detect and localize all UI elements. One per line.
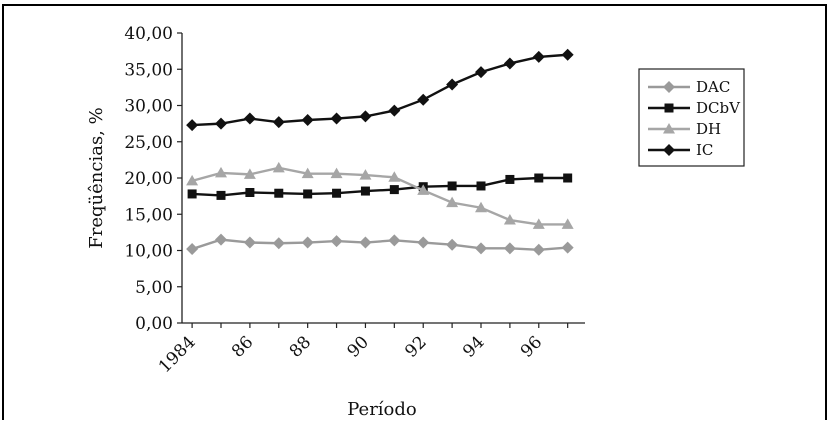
y-tick-label: 0,00 bbox=[135, 314, 173, 334]
data-point-dac bbox=[301, 236, 314, 249]
legend-swatch-marker bbox=[663, 81, 675, 93]
data-point-dac bbox=[561, 241, 574, 254]
series-dh bbox=[186, 161, 574, 229]
data-point-dh bbox=[330, 167, 343, 179]
data-point-dac bbox=[532, 243, 545, 256]
x-tick-label: 94 bbox=[459, 332, 488, 361]
y-tick-label: 15,00 bbox=[124, 205, 173, 225]
data-point-ic bbox=[561, 48, 574, 61]
legend-swatch-marker bbox=[663, 144, 675, 156]
y-tick-label: 30,00 bbox=[124, 97, 173, 117]
y-tick-label: 35,00 bbox=[124, 60, 173, 80]
data-point-ic bbox=[359, 110, 372, 123]
data-point-dcbv bbox=[505, 174, 515, 184]
data-point-dac bbox=[446, 238, 459, 251]
data-point-dac bbox=[503, 242, 516, 255]
x-tick-label: 96 bbox=[517, 332, 546, 361]
data-point-dcbv bbox=[332, 188, 342, 198]
series-dcbv bbox=[187, 173, 573, 200]
y-axis-title: Freqüências, % bbox=[86, 107, 107, 248]
series-layer bbox=[186, 48, 574, 256]
data-point-dcbv bbox=[187, 189, 197, 199]
data-point-ic bbox=[388, 104, 401, 117]
data-point-dcbv bbox=[389, 185, 399, 195]
legend-item-ic: IC bbox=[648, 141, 713, 159]
series-dac bbox=[186, 233, 574, 256]
series-line-dcbv bbox=[192, 176, 568, 197]
data-point-ic bbox=[301, 114, 314, 126]
data-point-ic bbox=[243, 112, 256, 125]
data-point-dac bbox=[215, 233, 227, 246]
data-point-dac bbox=[330, 235, 343, 248]
data-point-ic bbox=[272, 116, 285, 129]
y-axis-ticks: 0,00 5,00 10,00 15,00 20,00 25,00 30,00 35,00 40… bbox=[124, 24, 182, 334]
data-point-dcbv bbox=[534, 173, 544, 183]
data-point-dh bbox=[475, 201, 487, 213]
data-point-ic bbox=[330, 112, 343, 125]
y-tick-label: 40,00 bbox=[124, 24, 173, 44]
data-point-dac bbox=[272, 237, 285, 250]
data-point-dcbv bbox=[360, 186, 370, 196]
legend-label: DCbV bbox=[696, 99, 741, 117]
data-point-dh bbox=[446, 196, 459, 208]
data-point-dh bbox=[243, 168, 256, 179]
data-point-dh bbox=[215, 166, 227, 178]
data-point-dac bbox=[186, 243, 199, 256]
data-point-ic bbox=[503, 57, 516, 70]
legend-label: IC bbox=[696, 141, 713, 159]
data-point-dh bbox=[532, 218, 545, 229]
data-point-dh bbox=[388, 171, 401, 182]
data-point-dh bbox=[301, 167, 314, 179]
legend-label: DH bbox=[696, 120, 721, 138]
x-axis-title: Período bbox=[347, 399, 417, 420]
series-line-dh bbox=[191, 166, 568, 226]
y-tick-label: 25,00 bbox=[124, 133, 173, 153]
chart-legend: DAC DCbV DH IC bbox=[638, 68, 745, 167]
x-tick-label: 90 bbox=[344, 332, 373, 361]
data-point-ic bbox=[186, 119, 199, 132]
data-point-dcbv bbox=[476, 181, 486, 191]
data-point-dh bbox=[359, 169, 372, 180]
data-point-dh bbox=[417, 184, 430, 195]
data-point-dcbv bbox=[274, 188, 284, 198]
data-point-dcbv bbox=[216, 190, 226, 200]
series-ic bbox=[186, 48, 574, 132]
x-axis-ticks: 1984 86 88 90 92 94 96 bbox=[155, 323, 569, 377]
data-point-dh bbox=[272, 161, 285, 173]
x-tick-label: 86 bbox=[228, 332, 257, 361]
data-point-ic bbox=[215, 117, 227, 130]
data-point-ic bbox=[532, 50, 545, 63]
data-point-dcbv bbox=[563, 173, 573, 183]
y-tick-label: 10,00 bbox=[124, 242, 173, 262]
data-point-dh bbox=[503, 214, 516, 225]
legend-item-dac: DAC bbox=[648, 78, 730, 96]
data-point-dac bbox=[417, 236, 430, 249]
x-tick-label: 1984 bbox=[155, 332, 200, 377]
data-point-ic bbox=[446, 78, 459, 91]
y-tick-label: 5,00 bbox=[135, 278, 173, 298]
data-point-dh bbox=[561, 218, 574, 229]
data-point-ic bbox=[475, 66, 487, 79]
data-point-dcbv bbox=[303, 189, 313, 199]
data-point-dcbv bbox=[245, 188, 255, 197]
legend-item-dh: DH bbox=[648, 120, 721, 138]
data-point-dac bbox=[359, 236, 372, 249]
legend-swatch-marker bbox=[664, 103, 674, 113]
data-point-dac bbox=[475, 242, 487, 255]
y-tick-label: 20,00 bbox=[124, 169, 173, 189]
x-tick-label: 92 bbox=[401, 332, 430, 361]
legend-swatch-marker bbox=[663, 123, 675, 134]
legend-label: DAC bbox=[696, 78, 730, 96]
data-point-dcbv bbox=[447, 181, 457, 191]
data-point-dh bbox=[186, 174, 199, 186]
data-point-dac bbox=[388, 234, 401, 247]
data-point-dac bbox=[243, 236, 256, 249]
x-tick-label: 88 bbox=[286, 332, 315, 361]
legend-item-dcbv: DCbV bbox=[648, 99, 741, 117]
data-point-ic bbox=[417, 93, 430, 106]
